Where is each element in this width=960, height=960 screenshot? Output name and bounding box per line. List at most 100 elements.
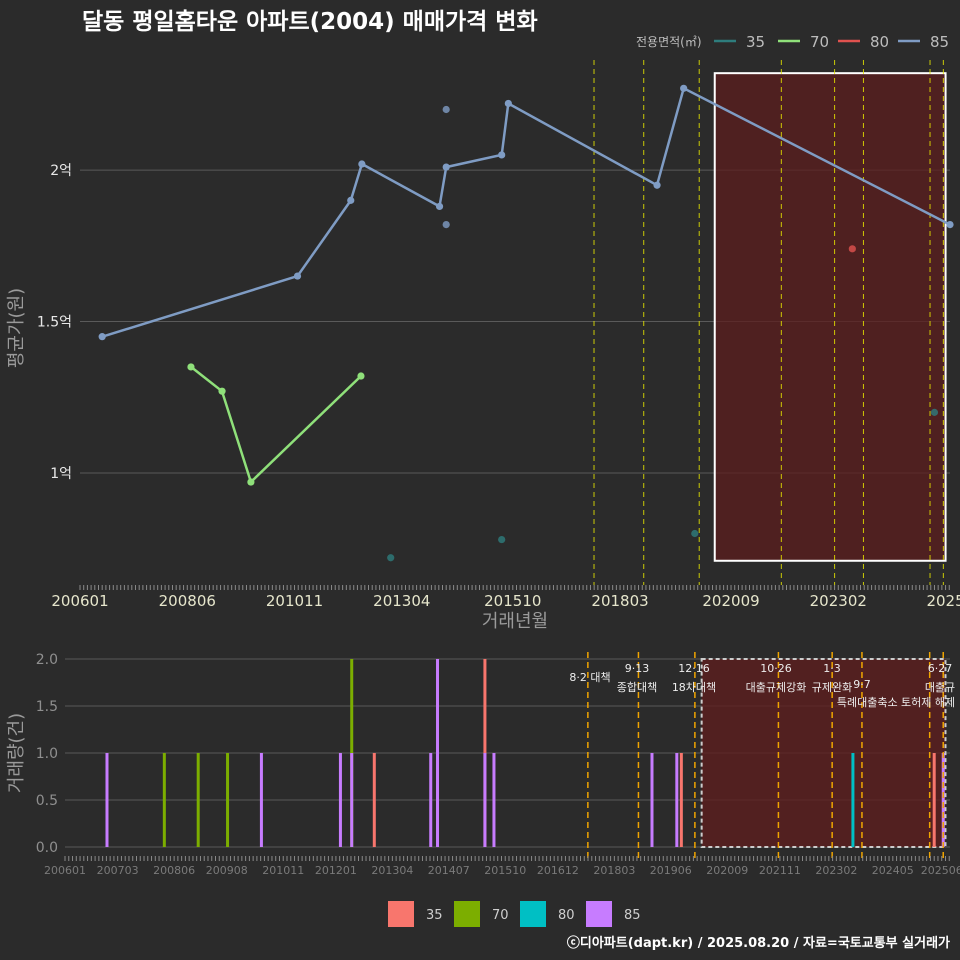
policy-annotation-label: 규제완화	[812, 681, 852, 694]
volume-x-tick-label: 202302	[815, 864, 857, 877]
series-80-point	[848, 245, 856, 253]
volume-x-tick-label: 201906	[650, 864, 692, 877]
price-x-tick-label: 201304	[373, 592, 430, 610]
price-x-tick-label: 202009	[702, 592, 759, 610]
policy-annotation-date: 9·13	[625, 662, 650, 675]
policy-annotation-label: 대출규	[925, 681, 955, 694]
volume-bar-85	[941, 753, 945, 847]
price-x-tick-label: 202302	[810, 592, 867, 610]
price-y-tick-label: 1.5억	[37, 315, 72, 331]
volume-policy-lines	[587, 652, 944, 858]
volume-x-tick-label: 201011	[262, 864, 304, 877]
volume-x-tick-label: 202111	[759, 864, 801, 877]
price-x-tick-label: 201803	[591, 592, 648, 610]
volume-x-tick-label: 201803	[593, 864, 635, 877]
volume-bar-80	[851, 753, 855, 847]
price-legend-label-35: 35	[746, 33, 765, 51]
volume-bar-85	[338, 753, 342, 847]
volume-legend-swatch-35	[388, 901, 414, 927]
volume-bar-85	[436, 659, 440, 847]
volume-x-ticks: 200601 200703 200806 200908 201011 201201 2013…	[44, 856, 960, 877]
volume-y-tick-label: 2.0	[36, 652, 58, 668]
volume-legend-swatch-85	[586, 901, 612, 927]
volume-bar-35	[679, 753, 683, 847]
price-policy-lines	[593, 60, 944, 585]
volume-bar-85	[650, 753, 654, 847]
series-70-point	[247, 478, 255, 486]
series-70-point	[357, 372, 365, 380]
price-legend: 전용면적(㎡) 35 70 80 85	[636, 33, 949, 51]
price-legend-label-70: 70	[810, 33, 829, 51]
policy-annotation-date: 10·26	[760, 662, 792, 675]
volume-x-tick-label: 202009	[706, 864, 748, 877]
price-legend-title: 전용면적(㎡)	[636, 35, 702, 49]
volume-bar-85	[492, 753, 496, 847]
policy-annotation-label: 대출규제강화	[746, 681, 807, 694]
series-85-point	[442, 163, 450, 171]
volume-x-tick-label: 201612	[537, 864, 579, 877]
volume-x-tick-label: 201510	[484, 864, 526, 877]
price-legend-label-80: 80	[870, 33, 889, 51]
volume-y-ticks: 0.0 0.5 1.0 1.5 2.0	[36, 652, 58, 856]
series-85-point	[442, 105, 450, 114]
series-35-point	[691, 529, 699, 538]
price-y-tick-label: 2억	[50, 163, 72, 179]
series-70-line	[190, 365, 362, 485]
volume-legend-swatch-80	[520, 901, 546, 927]
price-x-tick-label: 200806	[159, 592, 216, 610]
series-85-point	[347, 196, 355, 204]
series-35-point	[930, 408, 939, 416]
volume-x-tick-label: 201201	[315, 864, 357, 877]
volume-y-tick-label: 0.5	[36, 793, 58, 809]
series-85-point	[435, 202, 444, 211]
volume-x-tick-label: 200908	[206, 864, 248, 877]
volume-y-tick-label: 1.0	[36, 746, 58, 762]
volume-legend-label-70: 70	[492, 908, 509, 923]
policy-annotation-date: 12·16	[678, 662, 710, 675]
price-x-ticks: 200601 200806 201011 201304 201510 201803 2020…	[51, 585, 960, 610]
volume-bar-85	[675, 753, 679, 847]
volume-legend-label-80: 80	[558, 908, 575, 923]
series-85-point	[653, 181, 661, 189]
policy-annotation-label: 9·7	[853, 678, 871, 691]
volume-x-tick-label: 201407	[428, 864, 470, 877]
volume-bar-85	[105, 753, 109, 847]
volume-legend-label-35: 35	[426, 908, 443, 923]
price-x-tick-label: 2025	[926, 592, 960, 610]
chart-title: 달동 평일홈타운 아파트(2004) 매매가격 변화	[82, 9, 538, 35]
policy-annotation-date: 6·27	[928, 662, 953, 675]
volume-bar-85	[259, 753, 263, 847]
volume-chart: 8·2 대책 9·13 종합대책 12·16 18차대책 10·26 대출규제강화 1·3 규제…	[6, 652, 960, 927]
volume-x-tick-label: 200806	[153, 864, 195, 877]
series-85-point	[498, 151, 506, 159]
volume-bars	[105, 659, 945, 847]
price-x-tick-label: 200601	[51, 592, 108, 610]
series-85-point	[680, 84, 688, 92]
series-70-point	[218, 387, 226, 395]
series-70-point	[187, 363, 195, 371]
volume-x-tick-label: 200703	[97, 864, 139, 877]
volume-bar-35	[932, 753, 936, 847]
price-x-axis-label: 거래년월	[482, 611, 548, 632]
series-85-point	[504, 99, 512, 108]
volume-legend-label-85: 85	[624, 908, 641, 923]
volume-legend: 35 70 80 85	[388, 901, 641, 927]
volume-bar-85	[483, 753, 487, 847]
policy-annotation-label: 종합대책	[617, 681, 657, 694]
volume-highlight-box	[700, 658, 947, 848]
volume-highlight-region	[700, 658, 947, 848]
volume-bar-70	[162, 753, 166, 847]
volume-bar-70	[196, 753, 200, 847]
volume-y-tick-label: 0.0	[36, 840, 58, 856]
volume-y-axis-label: 거래량(건)	[6, 713, 27, 793]
volume-bar-85	[350, 753, 354, 847]
policy-annotation-label: 특례대출축소 토허제 해제	[837, 695, 955, 709]
series-85-point	[293, 272, 302, 280]
series-85-point	[442, 221, 450, 229]
volume-policy-annotations: 8·2 대책 9·13 종합대책 12·16 18차대책 10·26 대출규제강화 1·3 규제…	[569, 662, 955, 709]
volume-x-tick-label: 200601	[44, 864, 86, 877]
series-85-point	[946, 221, 954, 229]
policy-annotation-date: 8·2 대책	[569, 671, 610, 684]
volume-bar-70	[226, 753, 230, 847]
